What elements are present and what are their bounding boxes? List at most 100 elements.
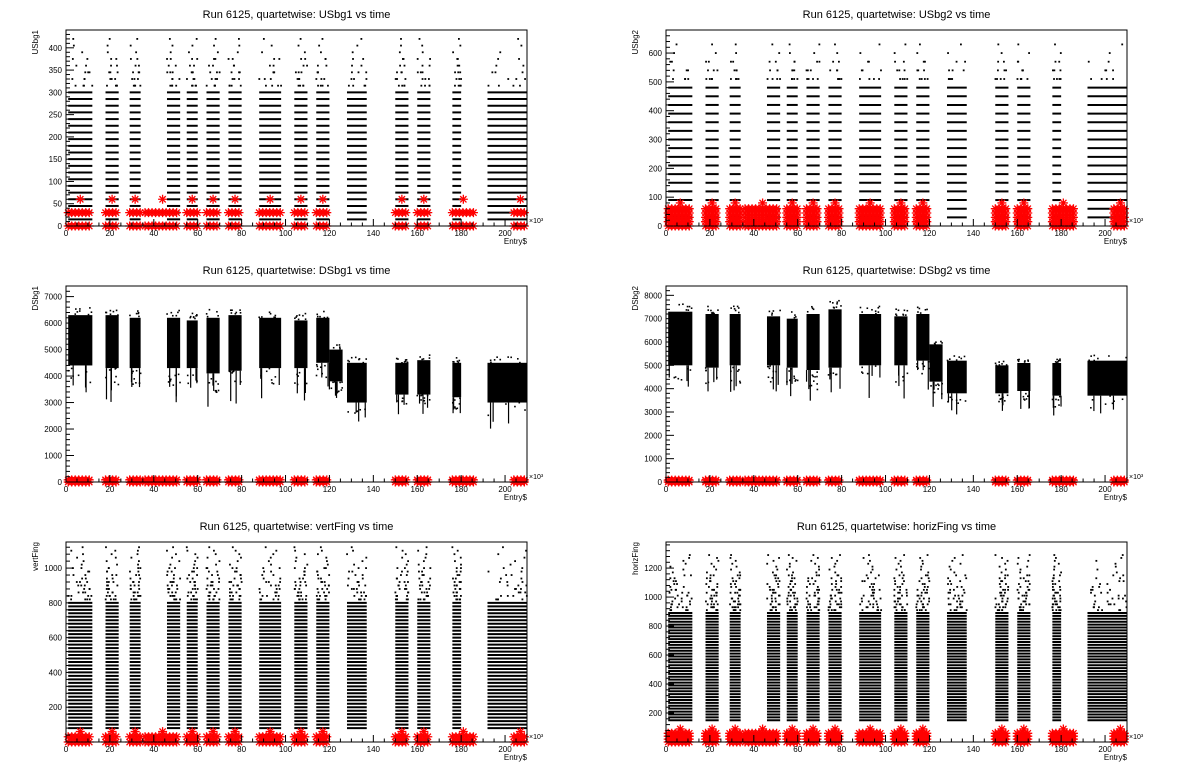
data-point [713,606,715,609]
data-point [77,584,80,587]
data-point [927,577,930,580]
data-point [317,577,320,580]
data-point [263,78,266,80]
data-point [228,591,231,594]
background-marker [519,475,529,485]
x-tick-label: 100 [279,485,293,494]
data-point [902,376,904,378]
data-point [796,603,798,606]
data-point [320,577,322,580]
data-point [401,400,404,402]
data-point [669,586,672,588]
background-marker [787,198,797,208]
background-marker [300,208,310,218]
data-point [711,78,713,80]
data-point [306,64,308,67]
data-point [769,603,772,606]
data-point [900,565,902,568]
data-point [506,584,509,587]
data-point [239,309,241,311]
signal-band [1052,363,1062,396]
data-point [836,303,838,305]
data-point [1093,354,1096,357]
background-marker [1119,204,1129,214]
signal-band [859,314,882,366]
data-point [169,595,172,597]
data-point [316,570,319,573]
data-point [736,591,739,594]
data-point [132,581,134,583]
chart-title: Run 6125, quartetwise: DSbg1 vs time [203,265,391,277]
data-point [231,371,234,373]
data-point [233,64,236,67]
signal-band [316,317,330,363]
data-point [316,71,319,74]
data-point [89,381,92,384]
data-point [456,407,459,410]
data-point [454,84,456,87]
data-point [404,553,407,556]
data-point [340,389,343,391]
data-point [791,69,794,72]
data-point [774,606,777,609]
data-point [326,316,329,319]
data-point [274,584,277,587]
background-marker [772,204,782,214]
x-tick-label: 40 [149,745,158,754]
x-tick-label: 160 [1011,229,1025,238]
background-marker [711,204,721,214]
x-tick-label: 80 [837,485,846,494]
data-point [347,411,349,413]
y-tick-label: 400 [49,44,63,53]
data-point [138,546,140,549]
data-point [273,316,275,319]
data-point [77,374,80,377]
data-point [300,591,302,594]
data-point [775,565,778,568]
data-point [838,588,841,591]
x-tick-label: 40 [149,229,158,238]
data-point [768,310,771,313]
data-point [231,567,234,569]
data-point [188,51,190,54]
data-point [459,581,462,583]
data-point [192,316,195,318]
background-marker [1023,204,1033,214]
data-point [713,594,716,597]
data-point [82,560,85,563]
data-point [135,574,138,576]
data-point [70,549,73,552]
background-marker [468,732,478,742]
data-point [84,574,87,576]
data-point [921,583,924,585]
data-point [867,600,870,603]
data-point [407,581,409,583]
data-point [898,603,901,606]
data-point [178,309,180,312]
data-point [105,595,108,597]
data-point [76,556,79,559]
x-tick-label: 100 [279,229,293,238]
background-marker [296,194,306,204]
data-point [685,309,688,311]
data-point [421,71,424,74]
data-point [830,609,833,612]
data-point [735,586,737,588]
data-point [712,69,715,72]
data-point [194,598,197,601]
data-point [406,570,409,573]
data-point [499,51,502,54]
data-point [296,315,298,317]
y-tick-label: 2000 [44,425,62,434]
data-point [74,84,77,87]
data-point [109,78,112,80]
y-tick-label: 150 [49,155,63,164]
data-point [271,382,273,384]
data-point [1028,52,1030,54]
data-point [948,78,950,80]
data-point [904,43,907,46]
data-point [396,595,398,597]
data-point [1058,60,1061,63]
data-point [833,609,836,612]
data-point [297,44,300,47]
